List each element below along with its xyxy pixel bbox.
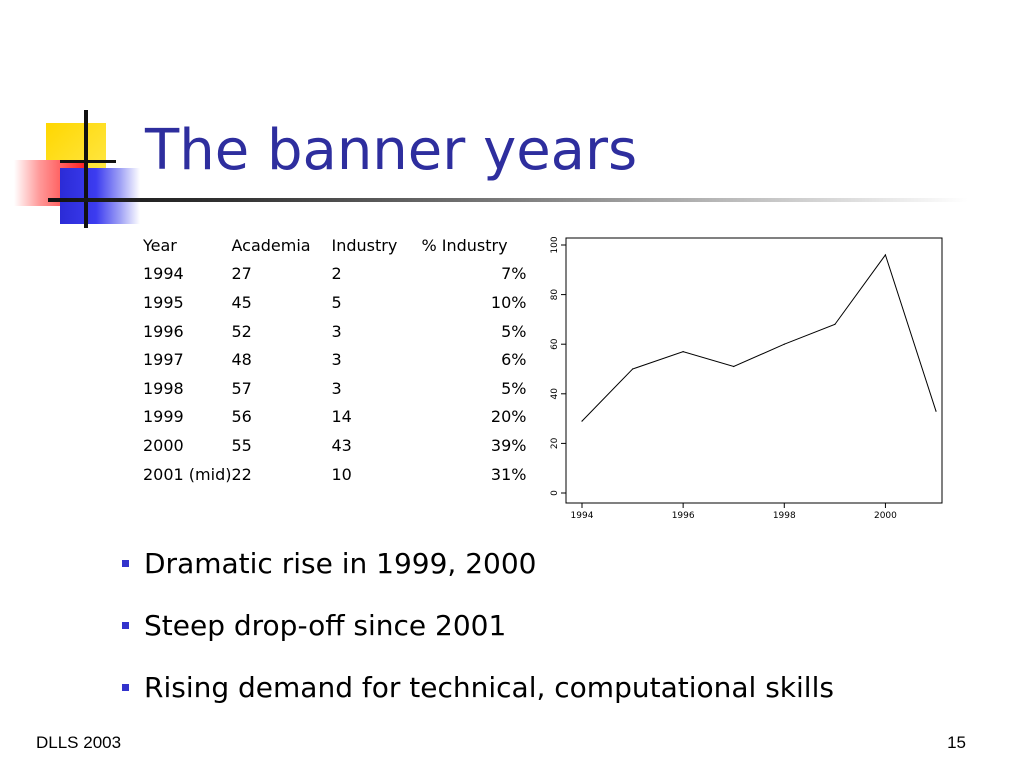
data-point [935, 410, 937, 412]
bullet-text: Steep drop-off since 2001 [144, 608, 507, 642]
cell-academia: 27 [231, 264, 252, 284]
cell-industry: 3 [331, 321, 342, 341]
data-point [682, 351, 684, 353]
decorative-short-line [60, 160, 116, 163]
y-tick-label: 80 [550, 289, 560, 301]
cell-industry: 14 [331, 407, 352, 427]
square-bullet-icon [122, 683, 129, 691]
series-line [581, 253, 937, 422]
cell-industry: 10 [331, 464, 352, 484]
y-tick-label: 0 [550, 490, 560, 496]
cell-industry: 43 [331, 435, 352, 455]
data-point [631, 368, 634, 370]
x-tick-label: 1994 [571, 511, 594, 521]
line-chart: 0 20 40 60 80 100 1994 1996 1998 2000 [550, 236, 943, 521]
y-tick-label: 40 [550, 388, 560, 400]
cell-year: 1995 [143, 292, 184, 312]
hiring-table: Year Academia Industry % Industry 1994 2… [143, 231, 534, 488]
cell-pct-industry: 6% [501, 350, 527, 370]
cell-academia: 56 [231, 407, 252, 427]
cell-year: 1997 [143, 350, 184, 370]
x-tick-label: 2000 [874, 511, 897, 521]
x-tick-label: 1996 [672, 511, 695, 521]
data-point [884, 254, 887, 256]
page-number: 15 [947, 733, 966, 752]
cell-academia: 45 [231, 292, 252, 312]
header-year: Year [143, 235, 177, 255]
data-point [834, 323, 836, 325]
header-academia: Academia [231, 235, 311, 255]
data-point [581, 420, 583, 422]
y-tick-label: 20 [550, 437, 560, 449]
square-bullet-icon [122, 559, 129, 567]
table-row: 1997 48 3 6% [143, 345, 534, 374]
decorative-vertical-line [84, 110, 88, 228]
bullet-list: Dramatic rise in 1999, 2000 Steep drop-o… [122, 532, 834, 718]
cell-year: 1994 [143, 264, 184, 284]
header-industry: Industry [331, 235, 398, 255]
cell-year: 1998 [143, 378, 184, 398]
cell-year: 2000 [143, 435, 184, 455]
cell-year: 1999 [143, 407, 184, 427]
cell-pct-industry: 10% [490, 292, 527, 312]
table-row: 2000 55 43 39% [143, 431, 534, 460]
cell-year: 1996 [143, 321, 184, 341]
cell-academia: 48 [231, 350, 252, 370]
cell-pct-industry: 31% [490, 464, 527, 484]
table-row: 1996 52 3 5% [143, 317, 534, 346]
data-point [733, 365, 735, 368]
plot-frame [565, 237, 943, 504]
blue-square-decoration [60, 168, 140, 224]
data-point [783, 343, 785, 345]
cell-pct-industry: 5% [501, 378, 527, 398]
cell-pct-industry: 7% [501, 264, 527, 284]
title-underline [48, 198, 968, 202]
y-tick-label: 100 [550, 236, 560, 253]
bullet-text: Dramatic rise in 1999, 2000 [144, 546, 537, 580]
cell-pct-industry: 39% [490, 435, 527, 455]
y-tick-label: 60 [550, 338, 560, 350]
cell-industry: 2 [331, 264, 342, 284]
cell-academia: 22 [231, 464, 252, 484]
table-row: 1994 27 2 7% [143, 260, 534, 289]
slide-title: The banner years [145, 118, 638, 183]
cell-academia: 55 [231, 435, 252, 455]
table-row: 2001 (mid) 22 10 31% [143, 460, 534, 489]
cell-industry: 3 [331, 350, 342, 370]
table-row: 1999 56 14 20% [143, 403, 534, 432]
square-bullet-icon [122, 621, 129, 629]
table-header-row: Year Academia Industry % Industry [143, 231, 534, 260]
table-row: 1995 45 5 10% [143, 288, 534, 317]
bullet-item: Steep drop-off since 2001 [122, 594, 834, 656]
bullet-item: Rising demand for technical, computation… [122, 656, 834, 718]
cell-industry: 3 [331, 378, 342, 398]
x-tick-label: 1998 [773, 511, 796, 521]
cell-pct-industry: 5% [501, 321, 527, 341]
footer-conference-label: DLLS 2003 [36, 733, 122, 752]
bullet-text: Rising demand for technical, computation… [144, 670, 834, 704]
cell-year: 2001 (mid) [143, 464, 232, 484]
cell-industry: 5 [331, 292, 342, 312]
header-pct-industry: % Industry [421, 235, 508, 255]
cell-academia: 52 [231, 321, 252, 341]
cell-pct-industry: 20% [490, 407, 527, 427]
cell-academia: 57 [231, 378, 252, 398]
bullet-item: Dramatic rise in 1999, 2000 [122, 532, 834, 594]
table-row: 1998 57 3 5% [143, 374, 534, 403]
